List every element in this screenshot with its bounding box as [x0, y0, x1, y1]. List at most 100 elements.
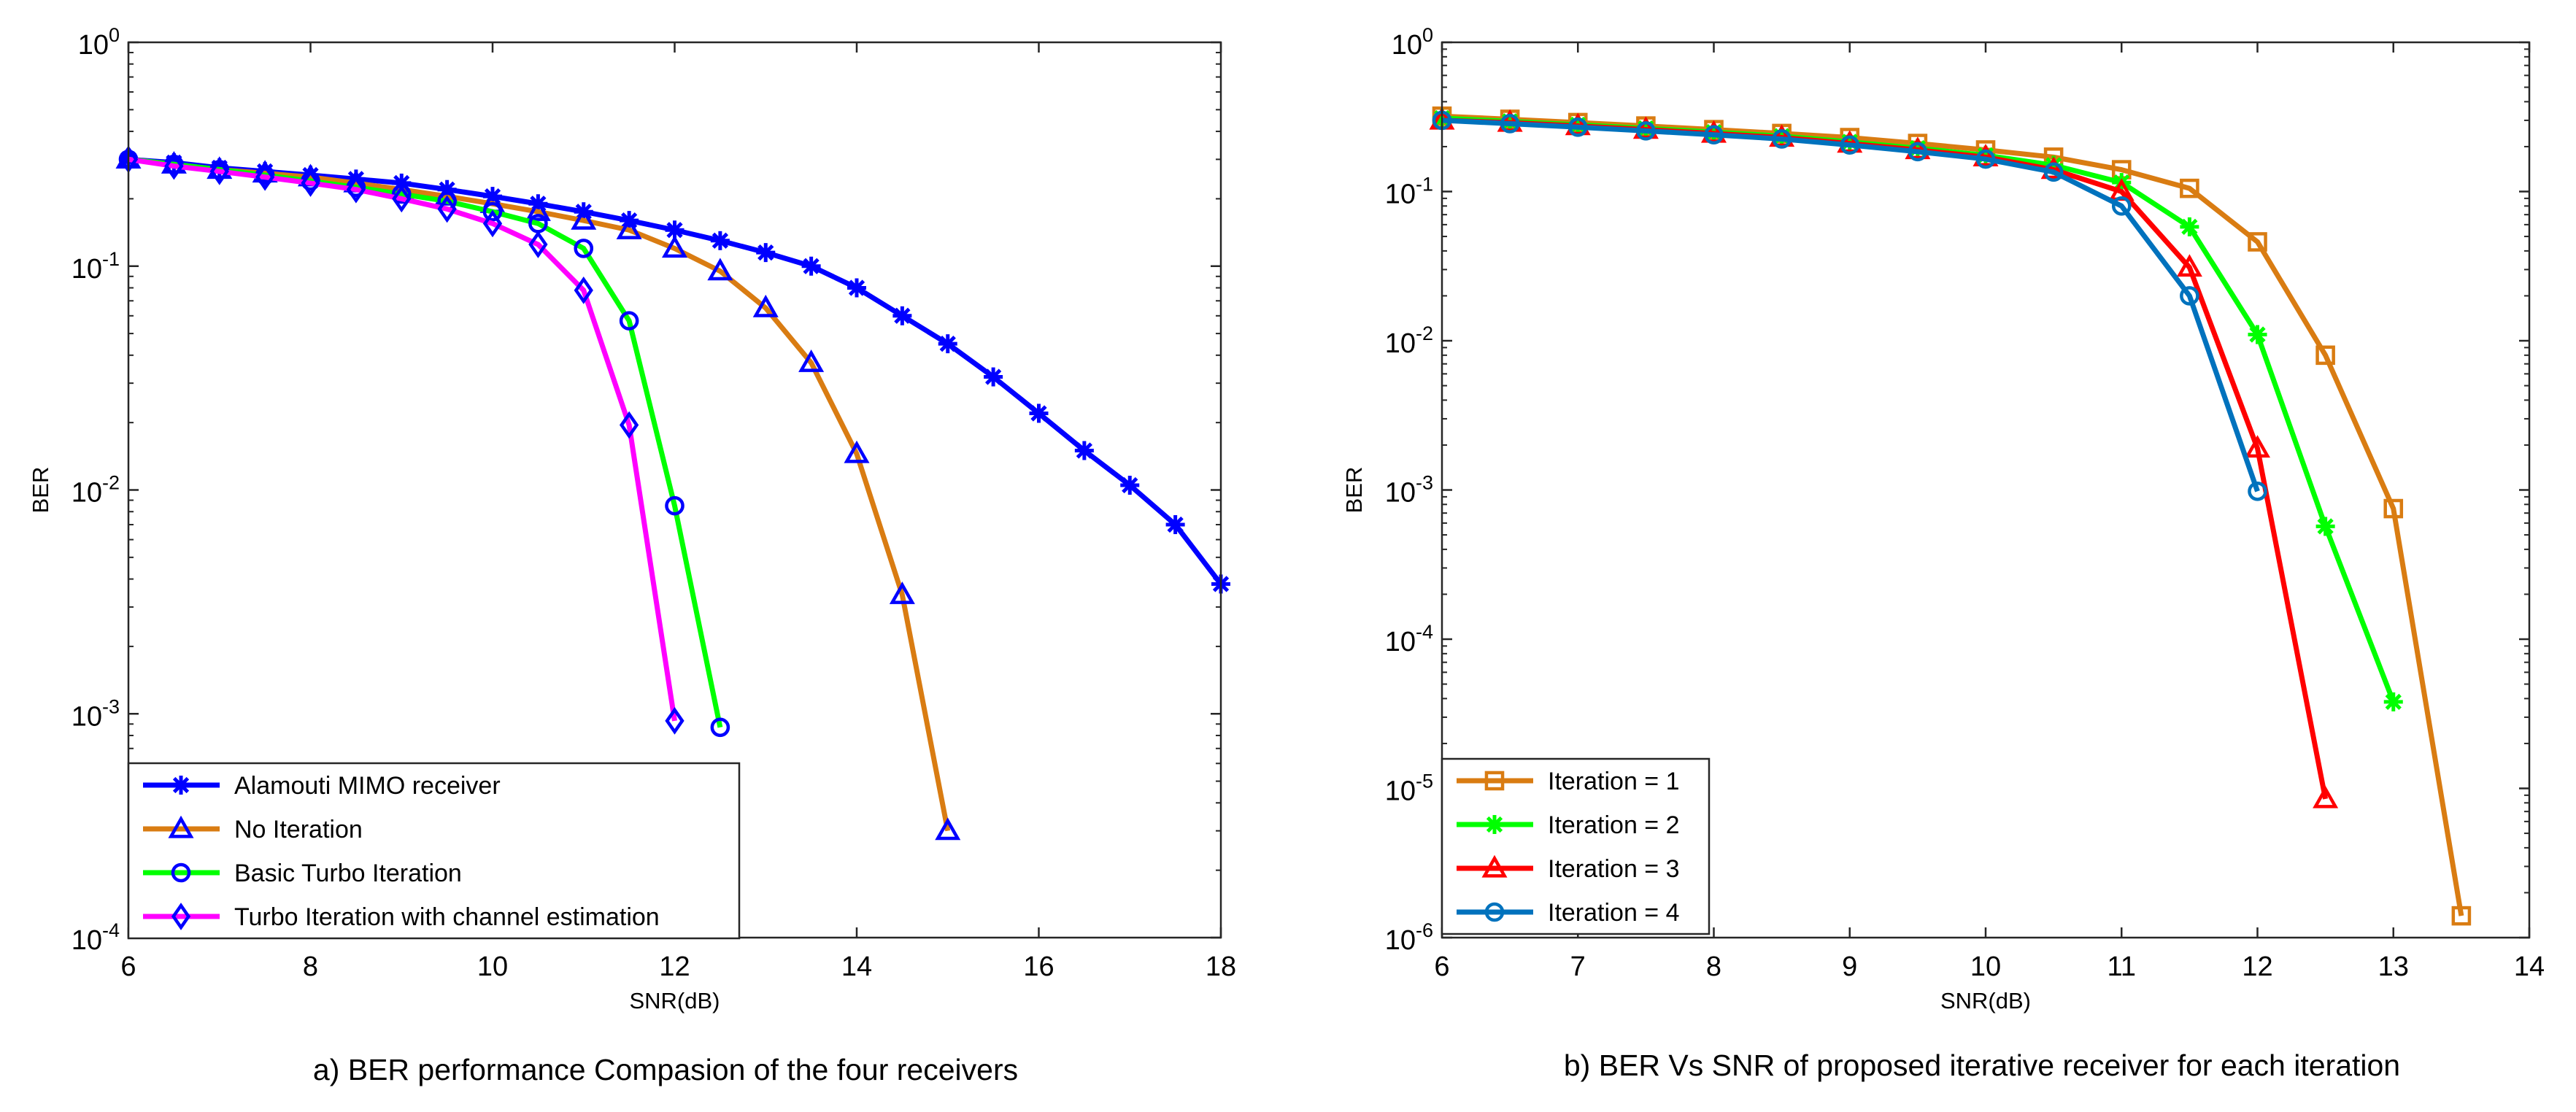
series-line: [1441, 117, 2260, 493]
data-point: [665, 707, 685, 735]
series-group: [1429, 106, 2472, 926]
data-point: [301, 169, 320, 197]
legend-entry: Iteration = 3: [1457, 854, 1680, 883]
legend-marker: [1484, 902, 1505, 922]
chart-a: 10-4 10-3 10-2 10-1 100 6 8 10 12 14 16 18 SNR(dB) BE…: [28, 24, 1236, 1086]
data-point: [164, 152, 184, 180]
legend-entry: Alamouti MIMO receiver: [143, 772, 501, 800]
x-tick-label: 16: [1023, 951, 1054, 982]
data-point: [2180, 178, 2199, 198]
data-point: [1973, 144, 1999, 167]
series-turbo-iteration-with-channel-estimation: [118, 145, 685, 735]
legend-label: Iteration = 4: [1548, 899, 1680, 927]
legend-marker: [171, 862, 191, 883]
legend-label: Iteration = 3: [1548, 855, 1680, 883]
data-point: [844, 440, 870, 463]
legend-marker: [171, 776, 190, 795]
x-tick-label: 8: [1706, 951, 1721, 982]
x-tick-label: 10: [477, 951, 508, 982]
data-point: [1500, 114, 1520, 134]
x-tick-label: 14: [2514, 951, 2545, 982]
data-point: [892, 306, 912, 325]
data-point: [525, 198, 551, 221]
x-tick-label: 12: [2242, 951, 2272, 982]
legend-marker: [1484, 771, 1505, 791]
legend-box: [127, 762, 741, 940]
y-tick-label: 10-6: [1385, 919, 1433, 956]
series-line: [128, 156, 677, 722]
legend-label: Basic Turbo Iteration: [234, 860, 462, 887]
data-point: [392, 185, 412, 213]
data-point: [574, 276, 593, 304]
data-point: [1704, 125, 1724, 145]
y-tick-label: 10-2: [1385, 323, 1433, 359]
x-tick-label: 11: [2108, 951, 2136, 982]
series-group: [115, 145, 1230, 841]
data-point: [2315, 345, 2335, 366]
legend-marker: [171, 903, 191, 930]
data-point: [2383, 692, 2403, 711]
data-point: [2180, 217, 2199, 236]
x-axis-label: SNR(dB): [629, 988, 720, 1013]
x-tick-label: 9: [1842, 951, 1857, 982]
y-tick-label: 10-4: [1385, 621, 1433, 657]
data-point: [2383, 498, 2404, 519]
data-point: [571, 206, 597, 230]
x-tick-label: 13: [2378, 951, 2409, 982]
data-point: [1975, 149, 1996, 169]
y-tick-label: 100: [78, 24, 120, 61]
data-point: [1840, 135, 1860, 155]
x-tick-label: 6: [1434, 951, 1449, 982]
legend-label: Alamouti MIMO receiver: [234, 772, 501, 800]
y-axis-label: BER: [28, 467, 53, 514]
y-tick-label: 10-4: [72, 919, 120, 956]
data-point: [1029, 404, 1049, 423]
data-point: [847, 278, 866, 298]
data-point: [1120, 476, 1140, 495]
data-point: [209, 158, 229, 185]
data-point: [2248, 325, 2267, 344]
legend-label: Iteration = 2: [1548, 811, 1680, 839]
legend-entry: Basic Turbo Iteration: [143, 860, 462, 887]
data-point: [528, 231, 548, 258]
legend: Alamouti MIMO receiver No Iteration Basic …: [127, 762, 741, 940]
y-tick-label: 10-2: [72, 472, 120, 509]
legend-entry: Iteration = 1: [1457, 768, 1680, 795]
data-point: [798, 349, 825, 372]
chart-caption: a) BER performance Compasion of the four…: [313, 1053, 1018, 1086]
data-point: [935, 817, 961, 841]
x-axis: 6 8 10 12 14 16 18: [120, 42, 1236, 982]
legend-entry: Turbo Iteration with channel estimation: [143, 903, 660, 931]
data-point: [756, 243, 776, 263]
y-tick-label: 10-1: [1385, 174, 1433, 210]
data-point: [2315, 517, 2335, 536]
data-point: [938, 334, 957, 354]
data-point: [710, 231, 730, 250]
data-point: [619, 311, 639, 331]
x-tick-label: 6: [120, 951, 136, 982]
y-tick-label: 10-1: [72, 248, 120, 285]
y-tick-label: 100: [1392, 24, 1433, 61]
data-point: [2111, 196, 2132, 216]
x-axis-label: SNR(dB): [1940, 988, 2031, 1013]
data-point: [1908, 142, 1928, 162]
data-point: [616, 217, 642, 239]
data-point: [482, 201, 503, 222]
y-tick-label: 10-3: [72, 695, 120, 732]
legend-entry: Iteration = 2: [1457, 811, 1680, 839]
legend: Iteration = 1 Iteration = 2 Iteration = 3 I…: [1441, 757, 1711, 935]
data-point: [1074, 441, 1094, 460]
x-axis: 6 7 8 9 10 11 12 13 14: [1434, 42, 2545, 982]
data-point: [255, 163, 275, 191]
legend-label: Iteration = 1: [1548, 768, 1680, 795]
data-point: [2313, 785, 2339, 808]
x-tick-label: 8: [303, 951, 318, 982]
legend-label: Turbo Iteration with channel estimation: [234, 903, 660, 931]
axes-box: [1441, 41, 2531, 939]
y-tick-label: 10-3: [1385, 472, 1433, 509]
data-point: [2248, 232, 2267, 252]
legend-marker: [168, 815, 194, 838]
data-point: [984, 367, 1003, 387]
data-point: [752, 294, 779, 317]
